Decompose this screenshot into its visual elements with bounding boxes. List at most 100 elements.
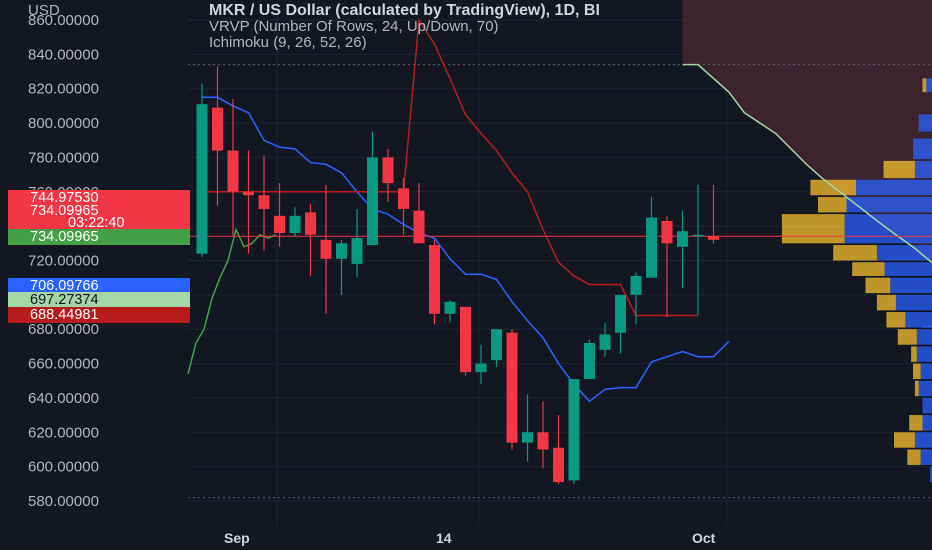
volume-profile-down-bar [894,432,915,448]
volume-profile-up-bar [890,277,932,294]
y-tick-label: 720.00000 [28,253,99,270]
candle-body [382,157,394,184]
candle-body [708,236,719,240]
volume-profile-up-bar [920,363,932,380]
chikou-span-line [187,227,277,375]
volume-profile-up-bar [930,466,932,483]
x-axis-label-14: 14 [436,530,452,546]
price-tag-734-green: 734.09965 [8,229,190,245]
candle-body [444,301,456,314]
candle-body [227,150,239,192]
x-axis-label-sep: Sep [224,530,250,546]
tenkan-sen-line [202,96,730,403]
indicator-vrvp-label[interactable]: VRVP (Number Of Rows, 24, Up/Down, 70) [209,18,499,35]
candle-body [599,334,611,350]
volume-profile-down-bar [818,196,847,213]
candle-body [398,188,409,209]
price-tag-744: 744.97530 [8,190,190,206]
volume-profile-down-bar [897,329,917,345]
volume-profile-down-bar [833,245,877,261]
x-axis-label-oct: Oct [692,530,716,546]
candle-body [320,239,332,259]
price-tag-734-red: 734.09965 [30,203,99,219]
volume-profile-down-bar [886,312,906,328]
volume-profile-up-bar [918,114,932,132]
volume-profile-up-bar [922,397,932,414]
candle-body [336,243,347,259]
y-tick-label: 820.00000 [28,81,99,98]
candle-body [568,379,580,481]
volume-profile-up-bar [914,160,932,179]
price-tag-tenkan: 706.09766 [8,278,190,294]
y-tick-label: 620.00000 [28,424,99,441]
candle-body [584,342,595,380]
candle-body [661,220,673,244]
volume-profile-up-bar [920,449,932,465]
volume-profile-up-bar [913,138,932,160]
ichimoku-cloud [682,0,932,295]
candle-body [367,157,378,246]
senkou-span-b-line [682,63,932,264]
candle-body [243,191,254,196]
volume-profile-down-bar [922,78,927,93]
candle-body [506,332,518,443]
volume-profile-up-bar [916,329,932,345]
candle-body [522,432,533,443]
y-tick-label: 780.00000 [28,149,99,166]
y-tick-label: 800.00000 [28,115,99,132]
volume-profile-down-bar [876,294,896,311]
candle-body [646,217,657,278]
volume-profile-down-bar [865,277,891,294]
candle-body [258,195,270,209]
y-tick-label: 680.00000 [28,321,99,338]
volume-profile-up-bar [922,415,932,431]
indicator-ichimoku-label[interactable]: Ichimoku (9, 26, 52, 26) [209,34,367,51]
volume-profile-down-bar [781,214,845,230]
currency-label: USD [28,2,60,19]
y-tick-label: 600.00000 [28,459,99,476]
volume-profile-down-bar [911,346,917,362]
candle-body [429,245,440,314]
volume-profile-down-bar [883,160,915,179]
volume-profile-up-bar [914,432,932,448]
volume-profile-up-bar [884,262,932,276]
price-tag-kijun: 688.44981 [8,307,190,323]
volume-profile-down-bar [913,363,921,380]
chart-legend: MKR / US Dollar (calculated by TradingVi… [209,3,600,51]
candle-body [212,107,223,151]
volume-profile-up-bar [926,78,932,93]
kijun-sen-line [202,17,698,317]
candle-body [351,238,363,264]
candle-body [289,215,301,234]
candle-body [305,212,316,235]
symbol-title[interactable]: MKR / US Dollar (calculated by TradingVi… [209,2,600,19]
volume-profile-down-bar [909,415,923,431]
y-tick-label: 860.00000 [28,12,99,29]
volume-profile-up-bar [844,214,932,230]
candle-body [460,306,471,373]
candle-body [196,104,208,254]
candle-body [475,363,487,373]
y-tick-label: 580.00000 [28,493,99,510]
countdown-timer: 03:22:40 [68,215,125,231]
candle-body [537,432,549,450]
candle-body [491,329,502,361]
candle-body [677,231,688,247]
y-tick-label: 840.00000 [28,46,99,63]
y-tick-label: 660.00000 [28,356,99,373]
candle-body [413,210,425,244]
volume-profile-up-bar [895,294,932,311]
y-tick-label: 640.00000 [28,390,99,407]
volume-profile-up-bar [846,196,932,213]
volume-profile-up-bar [905,312,932,328]
volume-profile-up-bar [918,380,932,397]
candle-body [630,275,642,295]
candle-body [274,215,285,234]
volume-profile-down-bar [914,380,919,397]
candle-body [692,234,704,237]
volume-profile-down-bar [907,449,921,465]
price-tag-senkou: 697.27374 [8,292,190,308]
candle-body [615,294,626,333]
volume-profile-up-bar [916,346,932,362]
